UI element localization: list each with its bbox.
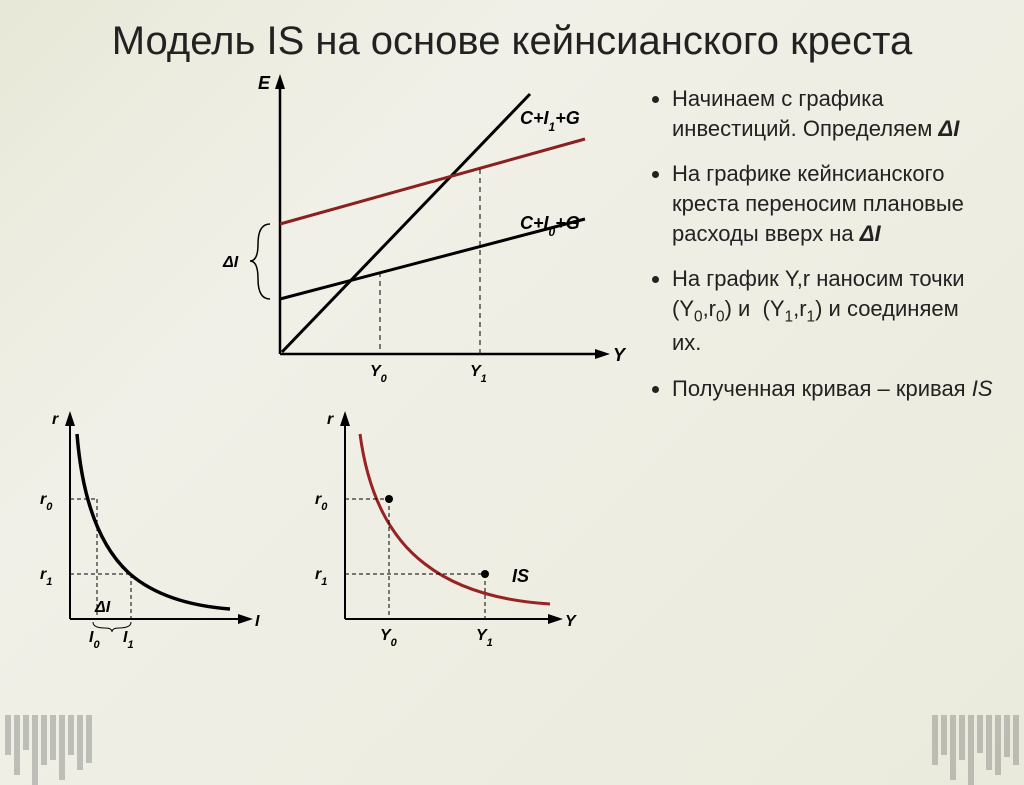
- content-area: E Y ΔI С+I1+G С+I0+G Y0 Y1 r: [0, 74, 1024, 664]
- axis-r-br: r: [327, 411, 334, 428]
- axis-r-bl: r: [52, 411, 59, 428]
- line-upper-label: С+I1+G: [520, 108, 580, 134]
- bullet-3: На график Y,r наносим точки (Y0,r0) и (Y…: [672, 264, 994, 358]
- bullet-1: Начинаем с графика инвестиций. Определяе…: [672, 84, 994, 143]
- barcode-decoration-right: [932, 715, 1019, 785]
- is-label: IS: [512, 566, 529, 586]
- r1-bl: r1: [40, 566, 52, 588]
- delta-i-label-top: ΔI: [222, 254, 239, 271]
- chart-is: r Y r0 r1 Y0 Y1 IS: [290, 404, 590, 664]
- i0-bl: I0: [89, 629, 100, 651]
- y1-br: Y1: [476, 627, 493, 649]
- axis-e-label: E: [258, 73, 271, 93]
- bullet-4: Полученная кривая – кривая IS: [672, 374, 994, 404]
- r0-bl: r0: [40, 491, 53, 513]
- chart-investment: r I r0 r1 I0 I1 ΔI: [15, 404, 275, 664]
- barcode-decoration-left: [5, 715, 92, 785]
- i1-bl: I1: [123, 629, 134, 651]
- page-title: Модель IS на основе кейнсианского креста: [0, 18, 1024, 64]
- y1-tick-top: Y1: [470, 363, 487, 385]
- bullet-2: На графике кейнсианского креста переноси…: [672, 159, 994, 248]
- axis-i-bl: I: [255, 613, 260, 630]
- charts-region: E Y ΔI С+I1+G С+I0+G Y0 Y1 r: [30, 74, 630, 664]
- r0-br: r0: [315, 491, 328, 513]
- axis-y-label: Y: [613, 345, 627, 365]
- delta-i-bl: ΔI: [94, 599, 111, 616]
- chart-keynesian-cross: E Y ΔI С+I1+G С+I0+G Y0 Y1: [220, 64, 640, 394]
- r1-br: r1: [315, 566, 327, 588]
- y0-tick-top: Y0: [370, 363, 388, 385]
- axis-y-br: Y: [565, 613, 577, 630]
- y0-br: Y0: [380, 627, 398, 649]
- bullet-list: Начинаем с графика инвестиций. Определяе…: [630, 74, 994, 664]
